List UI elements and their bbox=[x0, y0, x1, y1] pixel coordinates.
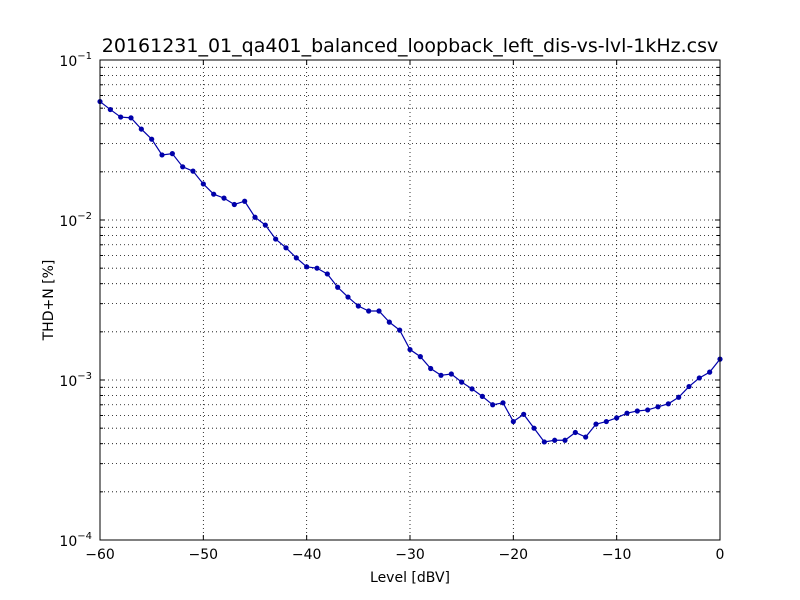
data-point bbox=[335, 284, 341, 290]
data-point bbox=[324, 271, 330, 277]
y-tick-label: 10−3 bbox=[59, 371, 92, 390]
data-point bbox=[159, 152, 165, 158]
data-point bbox=[345, 294, 351, 300]
x-tick-label: −30 bbox=[395, 547, 425, 563]
y-axis-label: THD+N [%] bbox=[41, 260, 57, 342]
data-point bbox=[676, 394, 682, 400]
y-tick-label: 10−2 bbox=[59, 211, 92, 230]
x-tick-label: 0 bbox=[716, 547, 725, 563]
data-point bbox=[262, 222, 268, 228]
data-point bbox=[118, 114, 124, 120]
data-point bbox=[407, 346, 413, 353]
data-point bbox=[665, 401, 671, 407]
data-point bbox=[696, 375, 702, 381]
data-point bbox=[521, 411, 527, 417]
data-point bbox=[386, 319, 392, 325]
data-point bbox=[211, 191, 217, 197]
x-tick-label: −10 bbox=[602, 547, 632, 563]
data-point bbox=[376, 308, 382, 314]
data-point bbox=[138, 126, 144, 132]
data-point bbox=[180, 164, 186, 170]
data-point bbox=[459, 379, 465, 385]
data-point bbox=[438, 372, 444, 378]
ticks: −60 −50 −40 −30 −20 −10 0 10−4 10−3 10−2 10−1 bbox=[59, 51, 724, 563]
data-point bbox=[190, 168, 196, 174]
data-point bbox=[500, 400, 506, 406]
data-point bbox=[655, 404, 661, 410]
data-point bbox=[707, 369, 713, 375]
data-point bbox=[531, 425, 537, 431]
data-point bbox=[417, 354, 423, 360]
data-point bbox=[107, 106, 113, 113]
data-point bbox=[304, 264, 310, 270]
x-tick-label: −60 bbox=[85, 547, 115, 563]
data-point bbox=[200, 181, 206, 187]
x-tick-label: −50 bbox=[189, 547, 219, 563]
data-point bbox=[293, 255, 299, 261]
data-point bbox=[314, 265, 320, 271]
data-point bbox=[634, 408, 640, 414]
data-point bbox=[645, 407, 651, 413]
data-point bbox=[169, 151, 175, 157]
data-point bbox=[366, 308, 372, 314]
x-tick-label: −20 bbox=[499, 547, 529, 563]
data-point bbox=[583, 434, 589, 440]
chart-title: 20161231_01_qa401_balanced_loopback_left… bbox=[102, 35, 718, 57]
x-tick-label: −40 bbox=[292, 547, 322, 563]
data-point bbox=[552, 437, 558, 443]
data-point bbox=[593, 421, 599, 427]
data-point bbox=[469, 386, 475, 392]
data-point bbox=[614, 415, 620, 421]
data-point bbox=[252, 214, 258, 220]
data-point bbox=[479, 393, 485, 399]
data-point bbox=[273, 236, 279, 242]
data-point bbox=[562, 437, 568, 443]
y-tick-label: 10−4 bbox=[59, 531, 92, 550]
y-tick-label: 10−1 bbox=[59, 51, 92, 70]
data-point bbox=[428, 365, 434, 372]
data-point bbox=[397, 327, 403, 333]
data-point bbox=[510, 418, 516, 425]
data-point bbox=[603, 418, 609, 425]
data-point bbox=[686, 383, 692, 390]
data-point bbox=[448, 371, 454, 377]
data-point bbox=[355, 303, 361, 309]
data-point bbox=[242, 198, 248, 204]
data-point bbox=[283, 245, 289, 251]
data-point bbox=[221, 195, 227, 201]
series-layer bbox=[97, 98, 723, 445]
x-axis-label: Level [dBV] bbox=[370, 570, 450, 586]
data-point bbox=[149, 136, 155, 142]
data-point bbox=[541, 439, 547, 445]
data-point bbox=[231, 201, 237, 208]
data-point bbox=[624, 410, 630, 416]
data-point bbox=[490, 402, 496, 408]
data-point bbox=[128, 115, 134, 121]
data-point bbox=[572, 429, 578, 436]
